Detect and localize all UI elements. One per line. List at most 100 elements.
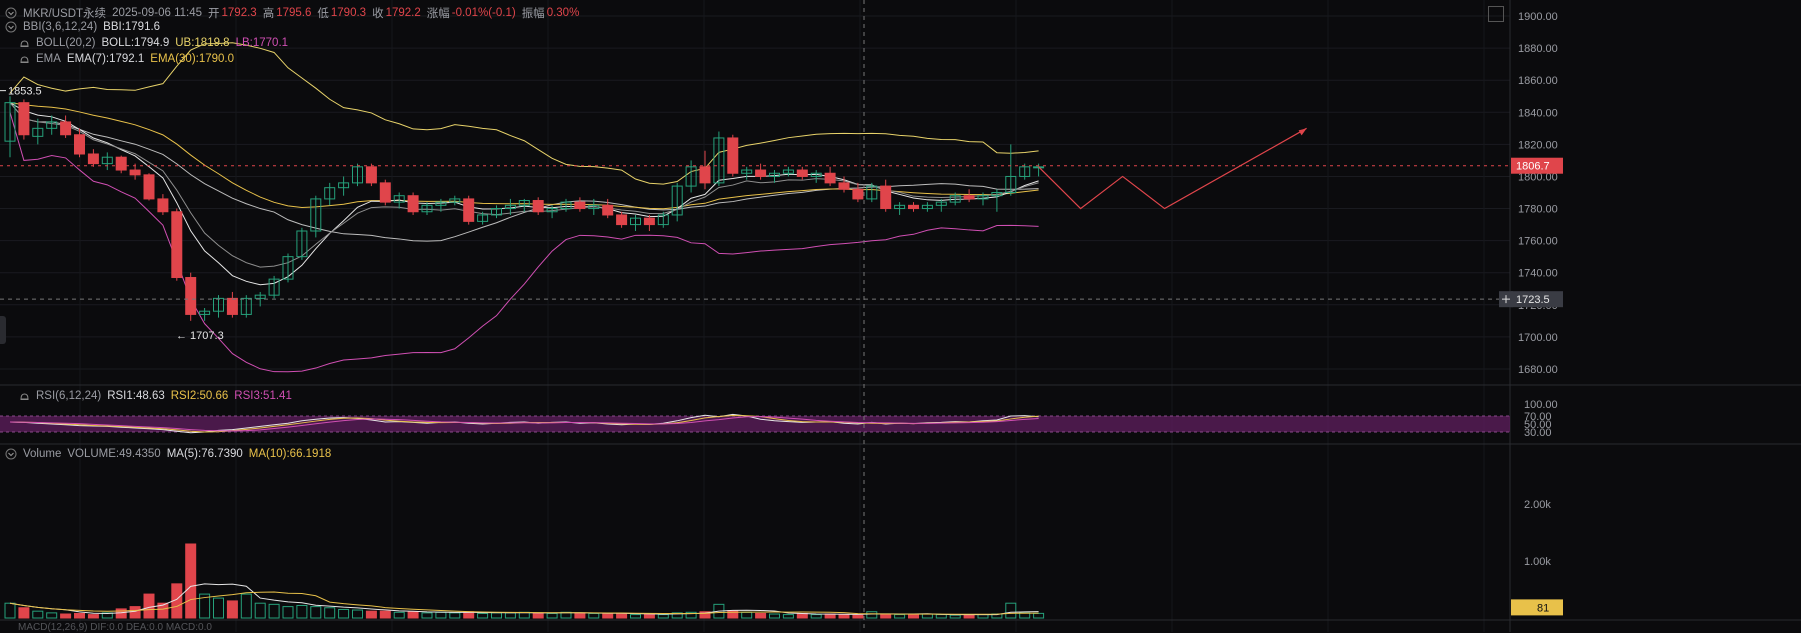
boll-lower-line — [9, 112, 1039, 373]
rsi-legend[interactable]: RSI(6,12,24) RSI1:48.63 RSI2:50.66 RSI3:… — [18, 390, 292, 402]
candle-body — [60, 121, 72, 136]
price-tick-label: 1740.00 — [1518, 268, 1558, 280]
volume-bar — [310, 606, 322, 619]
candle-body — [101, 156, 113, 165]
open-value: 1792.3 — [221, 7, 257, 19]
candle-body — [185, 277, 197, 315]
bbi-value: BBI:1791.6 — [103, 21, 161, 33]
price-tick-label: 1800.00 — [1518, 171, 1558, 183]
rsi-pane — [0, 413, 1510, 434]
volume-tick-label: 2.00k — [1524, 499, 1551, 511]
bell-icon[interactable] — [18, 53, 30, 65]
high-marker: 1853.5 — [8, 86, 42, 98]
forecast-arrow-head — [1298, 128, 1307, 136]
volume-bar — [685, 611, 697, 619]
candle-body — [240, 297, 252, 315]
candle-body — [643, 217, 655, 226]
rsi-band — [0, 416, 1510, 432]
chevron-down-icon[interactable] — [5, 448, 17, 460]
volume-bar — [213, 597, 224, 619]
bbi-legend[interactable]: BBI(3,6,12,24) BBI:1791.6 — [5, 21, 160, 33]
crosshair-price-label: 1723.5 — [1516, 294, 1550, 306]
volume-bar — [101, 612, 113, 619]
candle-body — [352, 166, 363, 184]
volume-tick-label: 1.00k — [1524, 556, 1551, 568]
boll-mid-line — [9, 102, 1039, 242]
candle-body — [963, 195, 975, 200]
ema7-value: EMA(7):1792.1 — [66, 53, 145, 65]
boll-name: BOLL(20,2) — [36, 37, 96, 49]
bell-icon[interactable] — [18, 390, 30, 402]
candle-body — [171, 211, 183, 279]
candle-body — [769, 172, 780, 177]
rsi-tick-label: 30.00 — [1524, 427, 1552, 439]
candle-body — [630, 217, 641, 226]
candle-body — [4, 102, 16, 142]
boll-legend[interactable]: BOLL(20,2) BOLL:1794.9 UB:1819.8 LB:1770… — [18, 37, 288, 49]
volume-bar — [46, 612, 58, 619]
candle-body — [518, 200, 530, 206]
candle-body — [407, 195, 419, 213]
header-ohlc: MKR/USDT永续 2025-09-06 11:45 开 1792.3 高 179… — [5, 5, 579, 21]
candle-body — [74, 134, 85, 155]
candle-body — [699, 166, 711, 184]
volume-bar — [240, 593, 252, 619]
chevron-down-icon[interactable] — [5, 21, 17, 33]
boll-ub: UB:1819.8 — [175, 37, 230, 49]
volume-bar — [671, 612, 683, 619]
price-tick-label: 1840.00 — [1518, 107, 1558, 119]
datetime: 2025-09-06 11:45 — [112, 7, 203, 19]
candle-body — [796, 169, 808, 177]
candle-body — [491, 208, 502, 216]
overlay-layer: 1853.5 ← 1707.3 — [0, 0, 1510, 632]
volume-bar — [4, 602, 16, 619]
volume-bar — [949, 614, 961, 619]
candle-body — [532, 200, 544, 213]
candle-body — [254, 294, 266, 299]
volume-bar — [87, 614, 99, 619]
ema-legend[interactable]: EMA EMA(7):1792.1 EMA(30):1790.0 — [18, 53, 234, 65]
amplitude-label: 振幅 — [521, 8, 545, 20]
volume-bars-layer — [4, 543, 1045, 619]
volume-bar — [963, 614, 975, 619]
volume-bar — [852, 614, 864, 619]
candle-body — [880, 185, 892, 210]
fullscreen-icon[interactable] — [1488, 6, 1504, 22]
candle-body — [824, 172, 836, 184]
candle-body — [338, 182, 350, 189]
candle-body — [46, 121, 58, 129]
volume-bar — [32, 610, 44, 619]
price-tick-label: 1880.00 — [1518, 43, 1558, 55]
volume-bar — [782, 614, 794, 619]
candle-body — [894, 204, 906, 210]
candle-body — [908, 204, 919, 210]
volume-ma10-line — [9, 591, 1039, 615]
candle-body — [921, 204, 933, 210]
candle-body — [199, 310, 211, 315]
candle-body — [435, 201, 447, 206]
boll-upper-line — [9, 42, 1039, 185]
candle-body — [365, 166, 377, 184]
left-collapse-handle[interactable] — [0, 316, 6, 344]
rsi1-value: RSI1:48.63 — [107, 390, 165, 402]
volume-bar — [421, 612, 433, 619]
candle-body — [838, 182, 850, 190]
high-label: 高 — [262, 8, 275, 20]
symbol-name: MKR/USDT永续 — [23, 8, 107, 20]
candle-body — [18, 102, 30, 136]
volume-bar — [532, 612, 544, 619]
volume-bar — [741, 611, 753, 619]
close-value: 1792.2 — [385, 7, 421, 19]
volume-bar — [935, 614, 947, 619]
candle-body — [129, 169, 141, 176]
amplitude-value: 0.30% — [546, 7, 580, 19]
volume-bar — [296, 604, 308, 619]
candle-body — [226, 297, 238, 315]
volume-bar — [407, 611, 419, 619]
volume-legend[interactable]: Volume VOLUME:49.4350 MA(5):76.7390 MA(1… — [5, 448, 331, 460]
chevron-down-icon[interactable] — [5, 7, 17, 19]
volume-bar — [18, 607, 30, 619]
volume-bar — [435, 611, 447, 619]
bell-icon[interactable] — [18, 37, 30, 49]
